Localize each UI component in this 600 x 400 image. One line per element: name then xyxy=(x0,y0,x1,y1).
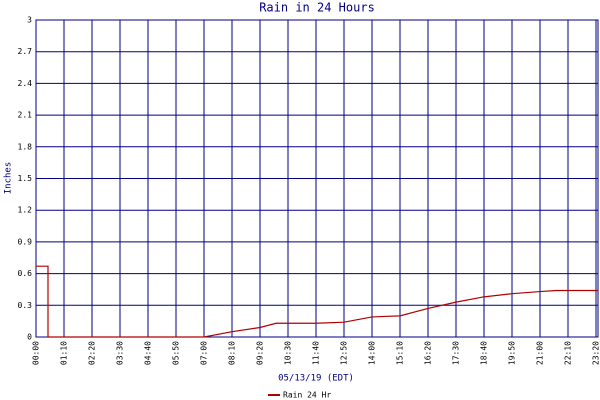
x-tick-label: 00:00 xyxy=(32,341,41,365)
x-tick-label: 01:10 xyxy=(60,341,69,365)
y-tick-label: 2.1 xyxy=(18,111,33,120)
x-tick-label: 10:30 xyxy=(284,341,293,365)
y-tick-label: 1.2 xyxy=(18,206,33,215)
x-tick-label: 17:30 xyxy=(452,341,461,365)
x-tick-label: 16:20 xyxy=(424,341,433,365)
legend-label: Rain 24 Hr xyxy=(283,391,331,400)
x-tick-label: 04:40 xyxy=(144,341,153,365)
plot-border xyxy=(35,19,599,338)
y-tick-label: 0.9 xyxy=(18,237,33,246)
data-line xyxy=(36,265,598,338)
x-tick-label: 03:30 xyxy=(116,341,125,365)
y-tick-label: 0.6 xyxy=(18,269,33,278)
chart-title: Rain in 24 Hours xyxy=(259,1,375,15)
y-tick-label: 1.5 xyxy=(18,174,33,183)
x-axis-label: 05/13/19 (EDT) xyxy=(278,374,354,384)
y-tick-label: 0.3 xyxy=(18,301,33,310)
y-tick-label: 0 xyxy=(27,333,32,342)
x-tick-label: 19:50 xyxy=(508,341,517,365)
y-axis-label: Inches xyxy=(4,162,14,195)
x-tick-label: 07:00 xyxy=(200,341,209,365)
x-tick-label: 21:00 xyxy=(536,341,545,365)
y-tick-label: 3 xyxy=(27,16,32,25)
x-tick-label: 22:10 xyxy=(564,341,573,365)
x-tick-label: 02:20 xyxy=(88,341,97,365)
x-tick-label: 05:50 xyxy=(172,341,181,365)
x-tick-label: 09:20 xyxy=(256,341,265,365)
x-tick-label: 12:50 xyxy=(340,341,349,365)
x-tick-label: 15:10 xyxy=(396,341,405,365)
y-tick-label: 1.8 xyxy=(18,142,33,151)
y-tick-label: 2.7 xyxy=(18,47,33,56)
x-tick-label: 08:10 xyxy=(228,341,237,365)
x-tick-label: 11:40 xyxy=(312,341,321,365)
x-tick-label: 14:00 xyxy=(368,341,377,365)
y-tick-label: 2.4 xyxy=(18,79,33,88)
x-tick-label: 18:40 xyxy=(480,341,489,365)
x-tick-label: 23:20 xyxy=(592,341,600,365)
